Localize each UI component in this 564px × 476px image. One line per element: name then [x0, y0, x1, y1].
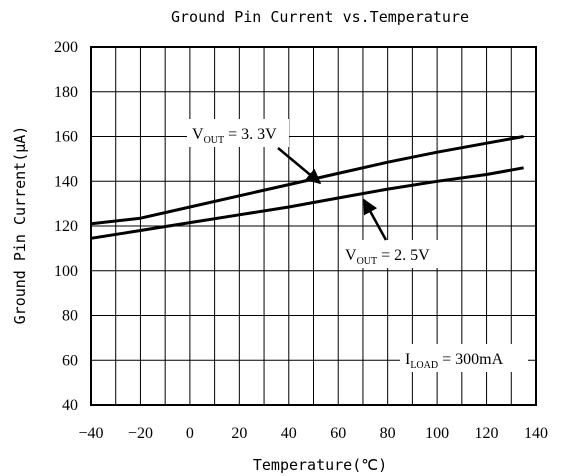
annotation-vout33: VOUT = 3. 3V	[192, 126, 277, 146]
annotation-iload: ILOAD = 300mA	[405, 351, 504, 371]
x-tick-label: 0	[186, 425, 194, 442]
annotation-box	[400, 344, 528, 372]
x-tick-label: −20	[128, 425, 153, 442]
y-axis-label: Ground Pin Current(μA)	[11, 126, 29, 325]
y-tick-label: 80	[62, 308, 78, 325]
tick-labels: −40 −20 0 20 40 60 80 100 120 140 40 60 80 100 120 140 1…	[54, 39, 548, 442]
x-tick-label: 20	[231, 425, 247, 442]
annotation-arrow	[277, 147, 322, 184]
series-lines	[90, 135, 524, 240]
y-tick-label: 180	[54, 84, 78, 101]
y-tick-label: 160	[54, 129, 78, 146]
chart-title: Ground Pin Current vs.Temperature	[171, 8, 469, 26]
annotation-vout25: VOUT = 2. 5V	[345, 247, 430, 267]
y-tick-label: 100	[54, 263, 78, 280]
x-tick-label: −40	[78, 425, 103, 442]
x-axis-label: Temperature(℃)	[253, 456, 387, 474]
annotation-arrow	[362, 198, 388, 241]
x-tick-label: 100	[425, 425, 449, 442]
x-tick-label: 120	[475, 425, 499, 442]
x-tick-label: 40	[281, 425, 297, 442]
x-tick-label: 140	[524, 425, 548, 442]
annotations: VOUT = 3. 3V VOUT = 2. 5V ILOAD = 300mA	[187, 119, 528, 372]
series-line-vout-2-5v	[90, 166, 524, 240]
y-tick-label: 120	[54, 218, 78, 235]
x-tick-label: 60	[330, 425, 346, 442]
annotation-box	[340, 240, 446, 268]
y-tick-label: 200	[54, 39, 78, 56]
y-tick-label: 40	[62, 397, 78, 414]
y-tick-label: 60	[62, 352, 78, 369]
annotation-box	[187, 119, 289, 147]
series-line-vout-3-3v	[90, 135, 524, 226]
plot-frame	[90, 46, 537, 406]
x-tick-label: 80	[380, 425, 396, 442]
y-tick-label: 140	[54, 173, 78, 190]
